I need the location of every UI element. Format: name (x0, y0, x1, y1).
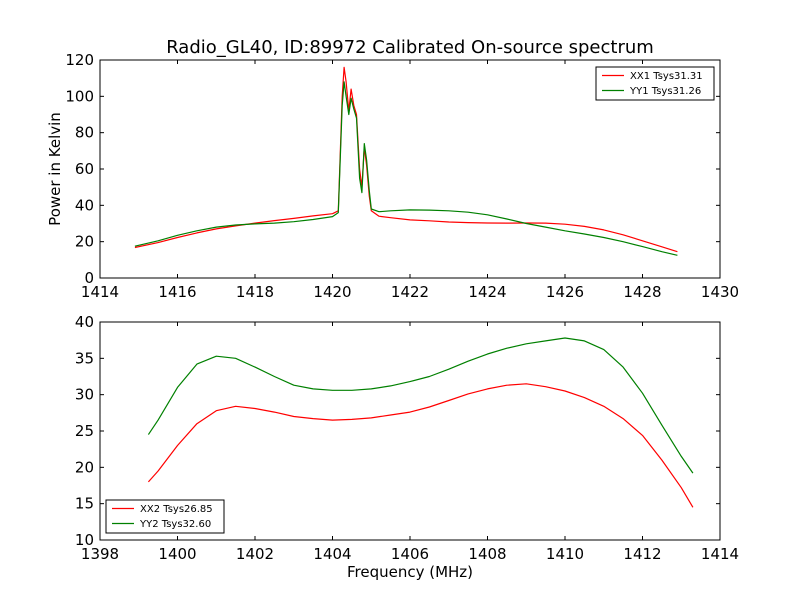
x-axis-label: Frequency (MHz) (347, 563, 473, 581)
x-tick-label: 1422 (391, 283, 429, 301)
x-tick-label: 1410 (546, 545, 584, 563)
x-tick-label: 1406 (391, 545, 429, 563)
series-line-2 (147, 337, 694, 474)
y-tick-label: 10 (75, 531, 94, 549)
series-line-2 (134, 81, 678, 256)
x-tick-label: 1398 (81, 545, 119, 563)
x-tick-label: 1416 (158, 283, 196, 301)
x-tick-label: 1430 (701, 283, 739, 301)
series-line-1 (147, 383, 694, 508)
legend-box (105, 499, 225, 534)
y-tick-label: 80 (75, 124, 94, 142)
x-tick-label: 1400 (158, 545, 196, 563)
x-tick-label: 1404 (313, 545, 351, 563)
y-tick-label: 100 (65, 87, 94, 105)
top-spectrum-panel: 1414 1416 1418 1420 1422 1424 1426 1428 1430 0 20 4… (65, 51, 739, 301)
x-tick-label: 1426 (546, 283, 584, 301)
y-tick-label: 20 (75, 458, 94, 476)
legend-label: XX2 Tsys26.85 (140, 504, 213, 515)
x-tick-label: 1420 (313, 283, 351, 301)
x-tick-label: 1428 (623, 283, 661, 301)
y-tick-label: 25 (75, 422, 94, 440)
y-tick-label: 20 (75, 233, 94, 251)
y-tick-label: 0 (84, 269, 94, 287)
x-tick-label: 1414 (701, 545, 739, 563)
x-tick-label: 1402 (236, 545, 274, 563)
y-axis-label: Power in Kelvin (46, 112, 64, 226)
legend-label: YY1 Tsys31.26 (629, 86, 701, 97)
y-tick-label: 40 (75, 196, 94, 214)
y-tick-label: 15 (75, 495, 94, 513)
x-tick-label: 1408 (468, 545, 506, 563)
y-tick-label: 120 (65, 51, 94, 69)
chart-title: Radio_GL40, ID:89972 Calibrated On-sourc… (166, 37, 654, 58)
y-tick-label: 40 (75, 313, 94, 331)
y-tick-label: 60 (75, 160, 94, 178)
x-tick-label: 1414 (81, 283, 119, 301)
legend-label: XX1 Tsys31.31 (630, 71, 703, 82)
bottom-spectrum-panel: 1398 1400 1402 1404 1406 1408 1410 1412 1414 10 15… (75, 313, 739, 563)
legend-label: YY2 Tsys32.60 (139, 519, 211, 530)
x-tick-label: 1424 (468, 283, 506, 301)
legend: XX1 Tsys31.31 YY1 Tsys31.26 (595, 66, 715, 101)
y-tick-label: 30 (75, 386, 94, 404)
legend-box (595, 66, 715, 101)
x-tick-label: 1412 (623, 545, 661, 563)
x-tick-label: 1418 (236, 283, 274, 301)
legend: XX2 Tsys26.85 YY2 Tsys32.60 (105, 499, 225, 534)
y-tick-label: 35 (75, 349, 94, 367)
